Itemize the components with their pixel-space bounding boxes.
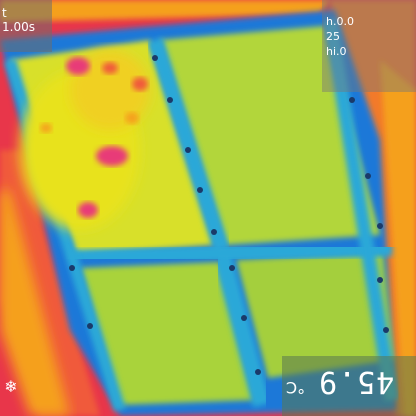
spot-temperature-readout: °C 45.9 [282,356,416,416]
panel-divider-horizontal [69,240,393,266]
setting-line-2: 25 [326,30,340,43]
hot-left-stripe-b [0,190,70,416]
mode-line-2: 1.00s [2,20,35,34]
panel-upper-right [160,26,380,245]
hotspot-6 [125,112,139,124]
panel-lower-right [236,252,394,378]
panel-border-right [323,18,399,402]
hotspot-7 [40,123,52,133]
camera-mode-readout: t 1.00s [0,0,52,52]
hot-roof-right-edge [380,60,416,416]
panel-lower-left [80,262,255,405]
hotspot-1 [66,57,90,75]
hotspot-2 [102,62,118,74]
mount-bolts [69,55,389,375]
hotspot-4 [96,146,128,166]
setting-line-1: h.0.0 [326,15,354,28]
hotspot-3 [132,77,148,91]
panel-divider-vertical-lower [213,252,271,408]
temperature-value: 45.9 [318,364,395,399]
temperature-unit: °C [286,378,306,397]
setting-line-3: hi.0 [326,45,347,58]
warm-area-upper-left-b [70,50,150,130]
snowflake-icon: ❄ [4,377,18,396]
panel-divider-vertical-upper [147,37,230,253]
hot-top-band [0,0,330,22]
mode-line-1: t [2,6,7,20]
hotspot-5 [78,202,98,218]
camera-settings-readout: h.0.0 25 hi.0 [322,0,416,92]
